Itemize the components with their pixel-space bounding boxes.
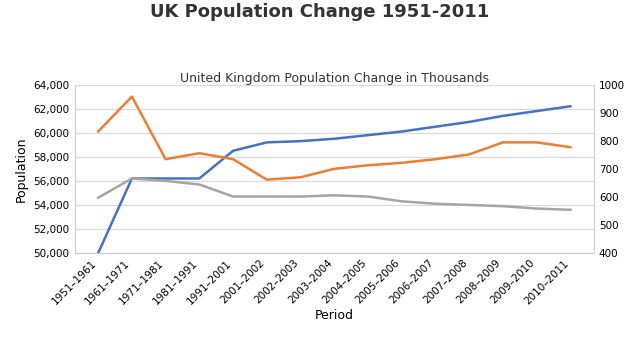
Text: UK Population Change 1951-2011: UK Population Change 1951-2011 <box>150 3 490 21</box>
X-axis label: Period: Period <box>315 309 354 322</box>
Title: United Kingdom Population Change in Thousands: United Kingdom Population Change in Thou… <box>180 71 489 85</box>
Y-axis label: Population: Population <box>15 136 28 202</box>
